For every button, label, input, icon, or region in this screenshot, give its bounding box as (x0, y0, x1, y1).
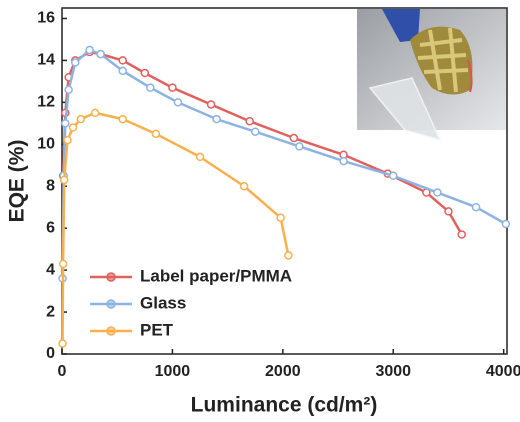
x-tick-label: 3000 (375, 363, 411, 380)
data-point (250, 127, 260, 136)
data-point (239, 181, 249, 191)
inset-photo (357, 9, 506, 142)
data-point (58, 259, 68, 269)
data-point (433, 188, 442, 197)
data-point (339, 156, 348, 166)
data-point (118, 114, 127, 124)
data-point (206, 100, 216, 109)
legend-label: Label paper/PMMA (140, 266, 292, 285)
data-point (295, 142, 304, 151)
y-tick-label: 2 (46, 303, 55, 320)
data-point (457, 230, 466, 239)
data-point (58, 339, 67, 348)
data-point (501, 219, 511, 229)
data-point (85, 45, 94, 55)
y-tick-label: 14 (37, 52, 55, 69)
data-point (212, 114, 221, 124)
data-point (471, 202, 481, 212)
x-tick-label: 0 (58, 363, 67, 380)
data-point (245, 116, 254, 126)
x-axis-label: Luminance (cd/m²) (191, 394, 378, 417)
data-point (151, 129, 161, 139)
data-point (64, 85, 73, 95)
data-point (76, 114, 86, 124)
data-point (146, 83, 155, 92)
legend-label: Glass (140, 293, 186, 312)
y-tick-label: 4 (46, 261, 55, 278)
x-tick-label: 4000 (486, 363, 520, 380)
data-point (173, 98, 183, 107)
data-point (284, 251, 293, 260)
y-tick-label: 0 (46, 345, 55, 362)
y-tick-label: 16 (37, 10, 55, 27)
data-point (68, 123, 78, 132)
data-point (59, 175, 69, 185)
data-point (276, 213, 285, 222)
data-point (118, 66, 127, 76)
data-point (63, 135, 72, 145)
legend-marker (106, 299, 116, 309)
legend-marker (106, 326, 116, 336)
data-point (140, 68, 150, 78)
data-point (71, 58, 80, 67)
series-line (61, 48, 507, 279)
data-point (389, 171, 398, 181)
y-tick-label: 12 (37, 94, 55, 111)
y-tick-label: 6 (46, 219, 55, 236)
y-axis-label: EQE (%) (6, 140, 29, 223)
data-point (195, 152, 205, 162)
y-tick-label: 10 (37, 136, 55, 153)
data-point (118, 56, 127, 65)
x-tick-label: 1000 (155, 363, 191, 380)
data-point (90, 108, 100, 118)
legend-marker (106, 272, 116, 282)
x-tick-label: 2000 (265, 363, 301, 380)
data-point (289, 133, 299, 143)
data-point (168, 83, 177, 92)
y-tick-label: 8 (46, 177, 55, 194)
data-point (96, 49, 105, 59)
legend-label: PET (140, 320, 174, 339)
data-point (444, 207, 453, 216)
data-point (61, 119, 70, 128)
